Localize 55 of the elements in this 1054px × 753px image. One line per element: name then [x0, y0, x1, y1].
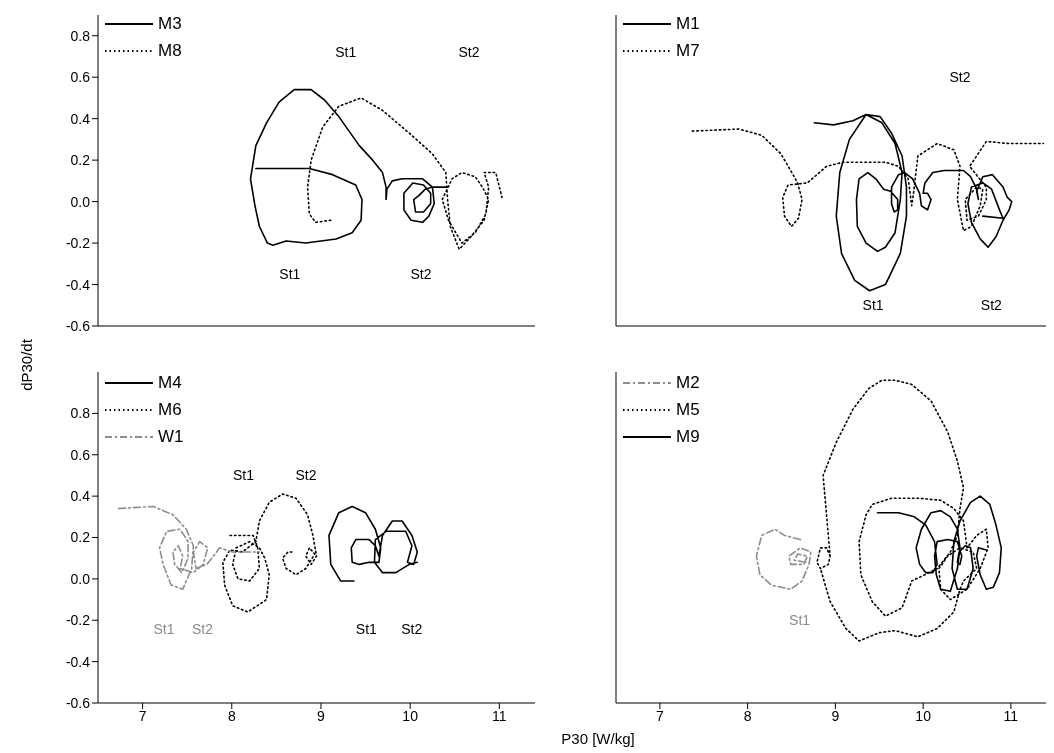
legend-label: M8	[158, 40, 182, 62]
y-tick-label: -0.2	[65, 612, 91, 629]
y-axis-title: dP30/dt	[17, 339, 35, 391]
x-tick-label: 9	[317, 707, 326, 724]
annotation: St2	[401, 620, 423, 637]
y-tick-label: 0.0	[70, 570, 91, 587]
legend-label: M2	[676, 372, 700, 394]
legend-label: W1	[158, 426, 184, 448]
y-tick-label: 0.6	[70, 69, 91, 86]
annotation: St1	[233, 467, 255, 484]
legend-label: M7	[676, 40, 700, 62]
annotation: St1	[355, 620, 377, 637]
x-tick-label: 8	[743, 707, 752, 724]
x-tick-label: 8	[227, 707, 236, 724]
x-tick-label: 7	[655, 707, 664, 724]
y-tick-label: -0.2	[65, 235, 91, 252]
line-series	[117, 505, 261, 591]
legend-label: M5	[676, 399, 700, 421]
x-tick-label: 10	[402, 707, 419, 724]
y-tick-label: -0.4	[65, 653, 91, 670]
y-tick-label: 0.2	[70, 529, 91, 546]
y-tick-label: 0.4	[70, 488, 91, 505]
legend-label: M6	[158, 399, 182, 421]
y-tick-label: 0.2	[70, 152, 91, 169]
annotation: St2	[980, 297, 1002, 314]
legend-label: M1	[676, 13, 700, 35]
y-tick-label: 0.8	[70, 405, 91, 422]
y-tick-label: 0.6	[70, 446, 91, 463]
x-tick-label: 10	[915, 707, 932, 724]
y-tick-label: 0.0	[70, 193, 91, 210]
legend-label: M4	[158, 372, 182, 394]
annotation: St2	[191, 620, 213, 637]
annotation: St2	[458, 44, 480, 61]
y-tick-label: -0.6	[65, 317, 91, 334]
annotation: St2	[949, 69, 971, 86]
legend-label: M9	[676, 426, 700, 448]
x-tick-label: 7	[138, 707, 147, 724]
x-tick-label: 11	[1003, 707, 1019, 724]
annotation: St1	[153, 620, 175, 637]
line-series	[222, 493, 318, 613]
annotation: St1	[862, 297, 884, 314]
annotation: St1	[789, 612, 811, 629]
y-tick-label: 0.4	[70, 110, 91, 127]
x-tick-label: 9	[831, 707, 840, 724]
line-series	[328, 505, 419, 582]
annotation: St2	[295, 467, 317, 484]
x-tick-label: 11	[492, 707, 507, 724]
y-tick-label: 0.8	[70, 27, 91, 44]
annotation: St2	[410, 266, 432, 283]
legend-label: M3	[158, 13, 182, 35]
y-tick-label: -0.6	[65, 694, 91, 711]
annotation: St1	[335, 44, 357, 61]
annotation: St1	[279, 266, 301, 283]
y-tick-label: -0.4	[65, 276, 91, 293]
x-axis-title: P30 [W/kg]	[560, 730, 636, 747]
